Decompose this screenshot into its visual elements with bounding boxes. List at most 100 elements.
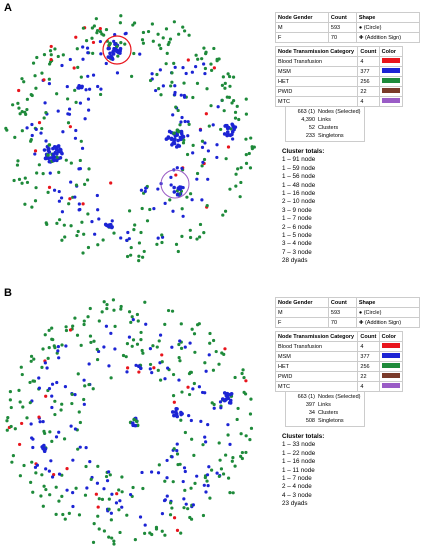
node: [69, 180, 73, 184]
node: [181, 25, 185, 29]
node: [164, 62, 168, 66]
node: [22, 80, 26, 84]
node: [171, 209, 175, 213]
node: [137, 241, 142, 245]
node: [109, 331, 113, 335]
node: [186, 120, 190, 124]
node: [169, 183, 173, 187]
cell: HET: [274, 361, 359, 372]
node: [34, 186, 38, 190]
node: [203, 141, 207, 145]
node: [4, 126, 8, 130]
node: [200, 139, 205, 143]
node: [104, 474, 109, 479]
node: [220, 83, 224, 87]
node: [170, 345, 174, 349]
cluster-node: [132, 417, 136, 422]
node: [107, 470, 111, 474]
node: [188, 370, 193, 374]
cell: MSM: [274, 66, 359, 77]
node: [85, 178, 90, 182]
shape-icon: ✚: [358, 34, 365, 41]
node: [59, 196, 64, 200]
node: [240, 456, 244, 461]
cell: 22: [357, 371, 380, 382]
cell: M: [275, 307, 329, 318]
node: [195, 177, 199, 181]
cluster-node: [48, 156, 53, 160]
node: [87, 382, 91, 387]
node: [25, 416, 29, 420]
node: [187, 33, 191, 37]
cluster-node: [47, 150, 52, 154]
node: [67, 511, 71, 515]
node: [39, 494, 43, 498]
node: [146, 29, 151, 34]
node: [189, 517, 194, 521]
node: [230, 101, 234, 105]
node: [163, 377, 167, 381]
node: [189, 486, 193, 490]
node: [200, 198, 204, 202]
node: [50, 405, 54, 410]
node: [80, 146, 85, 150]
category-table: Node Transmission Category Count Color Bloo…: [274, 46, 404, 107]
node: [195, 474, 199, 478]
node: [141, 486, 145, 491]
node: [175, 442, 179, 446]
node: [75, 47, 79, 51]
node: [64, 158, 68, 162]
node: [148, 346, 153, 351]
node: [112, 308, 116, 312]
node: [129, 245, 133, 250]
node: [192, 332, 197, 336]
header-cell: Node Transmission Category: [274, 46, 359, 57]
node: [60, 63, 64, 68]
node: [34, 127, 38, 131]
cluster-list: Cluster totals: 1 – 33 node 1 – 22 node 1 –…: [282, 433, 324, 509]
node: [48, 430, 52, 434]
stat-value: 508: [305, 418, 315, 424]
node: [207, 465, 211, 469]
node: [69, 424, 73, 428]
node: [166, 308, 171, 313]
cluster-node: [56, 144, 61, 148]
cell: [378, 351, 404, 362]
node: [217, 441, 221, 445]
cluster-node: [131, 421, 135, 426]
cell: ✚ (Addition Sign): [355, 317, 421, 328]
node: [97, 497, 101, 501]
cluster-item: 1 – 91 node: [282, 156, 316, 164]
node: [42, 429, 46, 433]
node: [40, 71, 44, 75]
node: [112, 231, 116, 235]
cluster-node: [134, 419, 139, 424]
node: [68, 328, 73, 332]
node: [127, 335, 132, 339]
node: [57, 472, 62, 476]
header-row: Node Gender Count Shape: [275, 297, 421, 308]
node: [138, 52, 142, 56]
header-cell: Count: [357, 331, 380, 342]
node: [191, 143, 195, 148]
node: [204, 50, 208, 54]
node: [234, 184, 238, 188]
node: [120, 505, 124, 509]
node: [87, 362, 91, 366]
node: [132, 227, 136, 232]
node: [47, 387, 52, 391]
node: [226, 433, 230, 437]
node: [32, 379, 37, 383]
node: [77, 410, 81, 414]
node: [48, 493, 52, 497]
node: [69, 224, 73, 228]
node: [49, 57, 53, 62]
node: [74, 35, 78, 39]
node: [117, 488, 121, 492]
node: [91, 51, 95, 55]
cluster-node: [228, 392, 233, 397]
node: [82, 397, 86, 402]
node: [141, 255, 145, 259]
row: F 70 ✚ (Addition Sign): [275, 317, 421, 328]
cell: [378, 381, 404, 392]
